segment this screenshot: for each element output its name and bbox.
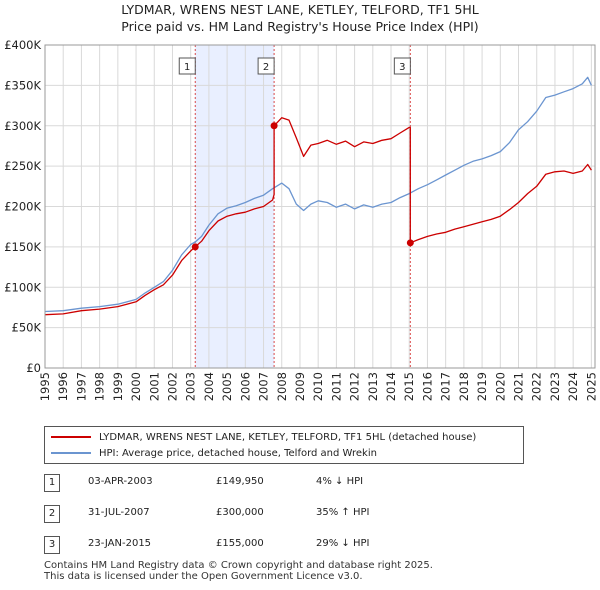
sale-date: 03-APR-2003 (88, 476, 153, 487)
x-tick-label: 1997 (74, 372, 88, 401)
footer: Contains HM Land Registry data © Crown c… (44, 560, 433, 582)
x-tick-label: 1999 (111, 372, 125, 401)
x-tick-label: 2009 (293, 372, 307, 401)
x-tick-label: 1996 (56, 372, 70, 401)
x-tick-label: 2018 (457, 372, 471, 401)
price-chart: 1 2 3 £0 £50K £100K £150K £200K £250K £300K £350K £… (4, 38, 598, 401)
plot-frame (44, 44, 596, 369)
x-tick-label: 2013 (366, 372, 380, 401)
x-tick-label: 2014 (384, 372, 398, 401)
x-tick-label: 2015 (402, 372, 416, 401)
legend-swatch-property (51, 436, 91, 438)
sale-hpi-diff: 29% ↓ HPI (316, 538, 370, 549)
series-line-property (44, 117, 592, 316)
y-tick-label: £250K (4, 159, 41, 173)
sale-point (270, 122, 278, 130)
y-tick-label: £100K (4, 280, 41, 294)
y-tick-label: £350K (4, 78, 41, 92)
y-tick-label: £400K (4, 38, 41, 52)
y-tick-label: £300K (4, 119, 41, 133)
y-tick-label: £200K (4, 200, 41, 214)
legend-item-hpi: HPI: Average price, detached house, Telf… (51, 446, 377, 460)
footer-copyright: Contains HM Land Registry data © Crown c… (44, 560, 433, 571)
x-tick-label: 2008 (275, 372, 289, 401)
series-line-hpi (44, 76, 592, 313)
sale-date: 31-JUL-2007 (88, 507, 150, 518)
x-tick-label: 2004 (202, 372, 216, 401)
x-tick-label: 2006 (238, 372, 252, 401)
sale-date: 23-JAN-2015 (88, 538, 152, 549)
x-tick-label: 1998 (93, 372, 107, 401)
x-tick-label: 2012 (348, 372, 362, 401)
legend-label-hpi: HPI: Average price, detached house, Telf… (99, 447, 377, 459)
x-tick-label: 2011 (329, 372, 343, 401)
chart-subtitle-text: Price paid vs. HM Land Registry's House … (121, 19, 479, 34)
sale-marker-label: 3 (399, 62, 405, 73)
x-tick-label: 2005 (220, 372, 234, 401)
chart-title-text: LYDMAR, WRENS NEST LANE, KETLEY, TELFORD… (121, 2, 479, 17)
sale-marker-label: 1 (184, 62, 190, 73)
x-tick-label: 2000 (129, 372, 143, 401)
y-tick-label: £50K (12, 321, 42, 335)
x-tick-label: 2017 (439, 372, 453, 401)
y-tick-label: £0 (26, 361, 41, 375)
x-tick-label: 2025 (584, 372, 598, 401)
x-tick-label: 2001 (147, 372, 161, 401)
x-tick-label: 1995 (38, 372, 52, 401)
sale-hpi-diff: 4% ↓ HPI (316, 476, 364, 487)
sale-point (191, 243, 199, 251)
x-tick-label: 2007 (257, 372, 271, 401)
legend: LYDMAR, WRENS NEST LANE, KETLEY, TELFORD… (44, 426, 524, 464)
x-tick-label: 2022 (530, 372, 544, 401)
legend-item-property: LYDMAR, WRENS NEST LANE, KETLEY, TELFORD… (51, 430, 476, 444)
sale-number-badge: 3 (44, 536, 60, 554)
legend-label-property: LYDMAR, WRENS NEST LANE, KETLEY, TELFORD… (99, 431, 477, 443)
sale-price: £300,000 (216, 507, 264, 518)
y-tick-label: £150K (4, 240, 41, 254)
footer-licence: This data is licensed under the Open Gov… (44, 571, 363, 582)
x-tick-label: 2003 (184, 372, 198, 401)
sale-marker-badge (178, 57, 196, 75)
sale-row: 1 03-APR-2003 £149,950 4% ↓ HPI (44, 474, 464, 494)
chart-title: LYDMAR, WRENS NEST LANE, KETLEY, TELFORD… (0, 1, 600, 35)
sale-marker-label: 2 (263, 62, 269, 73)
x-tick-label: 2010 (311, 372, 325, 401)
x-tick-label: 2021 (512, 372, 526, 401)
x-tick-label: 2020 (493, 372, 507, 401)
legend-swatch-hpi (51, 452, 91, 454)
sale-price: £155,000 (216, 538, 264, 549)
sale-number-badge: 2 (44, 505, 60, 523)
sale-row: 3 23-JAN-2015 £155,000 29% ↓ HPI (44, 536, 464, 556)
sale-hpi-diff: 35% ↑ HPI (316, 507, 370, 518)
x-tick-label: 2002 (165, 372, 179, 401)
x-tick-label: 2024 (566, 372, 580, 401)
sale-price: £149,950 (216, 476, 264, 487)
sale-marker-badge (393, 57, 411, 75)
x-tick-label: 2019 (475, 372, 489, 401)
sale-number-badge: 1 (44, 474, 60, 492)
sale-point (406, 239, 414, 247)
x-tick-label: 2023 (548, 372, 562, 401)
sale-row: 2 31-JUL-2007 £300,000 35% ↑ HPI (44, 505, 464, 525)
sale-marker-badge (257, 57, 275, 75)
x-tick-label: 2016 (420, 372, 434, 401)
